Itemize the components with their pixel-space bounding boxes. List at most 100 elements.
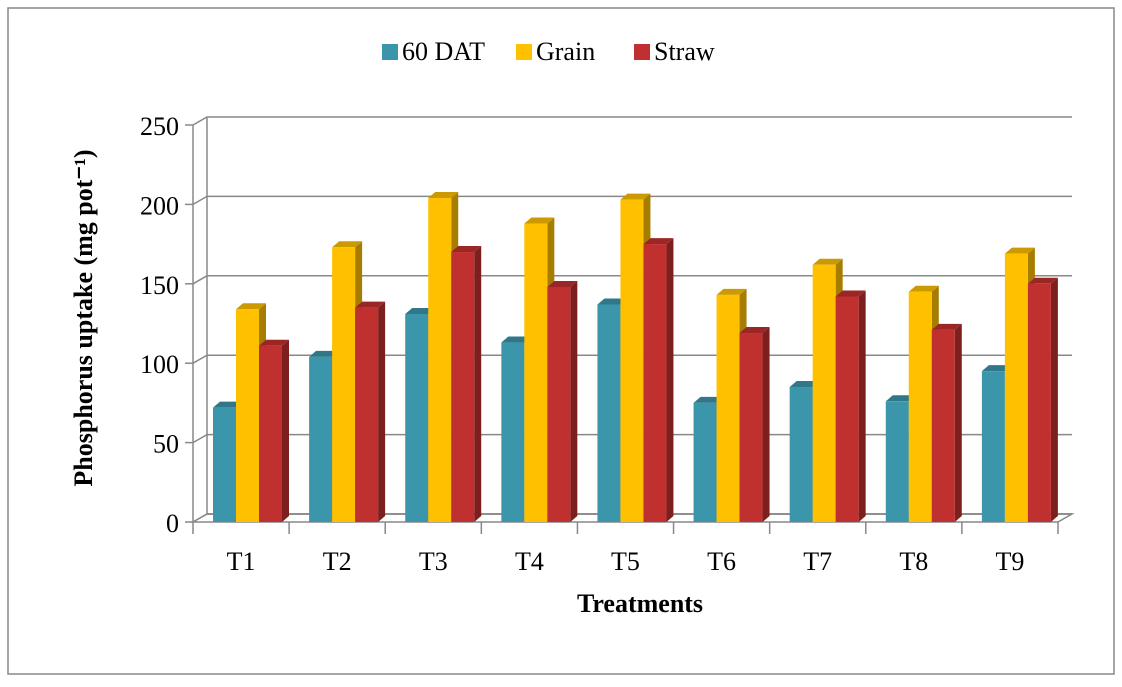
bar-top [451, 246, 482, 253]
grid-line [192, 195, 1072, 206]
bar [716, 294, 740, 522]
x-tick-label: T1 [227, 547, 256, 576]
bar-side [1050, 277, 1058, 522]
bar [620, 199, 644, 523]
bar-top [739, 327, 770, 334]
grid-line [192, 275, 1072, 285]
y-tick-label: 50 [153, 430, 179, 459]
bar [332, 247, 356, 522]
bar [835, 296, 859, 522]
bar-top [405, 307, 436, 314]
grid-line [192, 116, 1072, 126]
grid-line [192, 513, 1072, 523]
bar-group [739, 327, 770, 522]
bar [259, 345, 282, 522]
bar-top [428, 192, 459, 199]
bar-side [666, 238, 674, 522]
bar-top [524, 217, 555, 224]
bar-top [789, 381, 820, 388]
bar-top [716, 288, 747, 295]
bar-top [812, 258, 843, 265]
bar [524, 223, 548, 522]
legend-swatch [634, 44, 650, 60]
y-tick-label: 200 [140, 191, 179, 220]
bar [931, 329, 955, 522]
bar [643, 244, 667, 522]
x-tick-label: T7 [803, 547, 832, 576]
bar-group [931, 323, 962, 522]
bar-group [355, 301, 386, 522]
bar-top [213, 401, 243, 408]
bar [309, 356, 333, 522]
grid-line [192, 354, 1072, 364]
bar-side [762, 327, 770, 522]
bar [501, 342, 525, 522]
bar-side [378, 301, 386, 522]
grid-line [192, 433, 1072, 444]
bar-side [474, 246, 482, 523]
bar [812, 264, 836, 522]
bar-side [954, 323, 962, 522]
bar-top [620, 193, 651, 200]
bar-group [451, 246, 482, 523]
x-tick-label: T4 [515, 547, 544, 576]
bar [451, 252, 475, 523]
bar-top [1004, 247, 1035, 254]
x-axis-label: Treatments [577, 589, 703, 618]
bar-top [597, 298, 628, 305]
bar [405, 313, 429, 522]
bar-group [547, 280, 578, 522]
bar-group [1027, 277, 1058, 522]
bar-group [835, 290, 866, 522]
y-tick-label: 0 [166, 509, 179, 538]
legend-swatch [382, 44, 398, 60]
bar-top [1027, 277, 1058, 284]
legend-label: Straw [654, 37, 715, 66]
bar-top [885, 395, 916, 402]
bar [789, 387, 813, 522]
y-tick-label: 250 [140, 112, 179, 141]
bar [355, 307, 379, 522]
bar-top [908, 285, 939, 292]
legend-label: 60 DAT [402, 37, 485, 66]
bar [428, 198, 452, 522]
bar-top [835, 290, 866, 297]
bar [1004, 253, 1028, 523]
bar-top [547, 280, 578, 287]
bar-top [981, 365, 1012, 372]
bar-top [355, 301, 386, 308]
x-tick-label: T8 [899, 547, 928, 576]
bar-top [259, 339, 289, 346]
bar [739, 333, 763, 522]
legend-swatch [516, 44, 532, 60]
bar-top [931, 323, 962, 330]
bar [981, 371, 1005, 522]
x-tick-label: T3 [419, 547, 448, 576]
bar-side [282, 339, 289, 522]
x-tick-label: T9 [995, 547, 1024, 576]
bar-top [332, 241, 363, 248]
bar-top [693, 396, 724, 403]
bar [693, 402, 717, 522]
bar [547, 286, 571, 522]
y-axis-label: Phosphorus uptake (mg pot⁻¹) [69, 149, 98, 486]
bar [597, 304, 621, 522]
bar-top [643, 238, 674, 245]
bar [213, 407, 236, 522]
bar [1027, 283, 1051, 522]
bar-top [309, 350, 340, 357]
bar [908, 291, 932, 522]
bar-top [501, 336, 532, 343]
y-tick-label: 150 [140, 271, 179, 300]
y-tick-label: 100 [140, 350, 179, 379]
bar-side [570, 280, 578, 522]
bar-top [236, 303, 266, 310]
bar [236, 309, 259, 522]
legend-label: Grain [536, 37, 595, 66]
x-tick-label: T2 [323, 547, 352, 576]
bar-group [259, 339, 289, 522]
bar [885, 401, 909, 522]
x-tick-label: T6 [707, 547, 736, 576]
bar-group [643, 238, 674, 522]
bar-side [858, 290, 866, 522]
